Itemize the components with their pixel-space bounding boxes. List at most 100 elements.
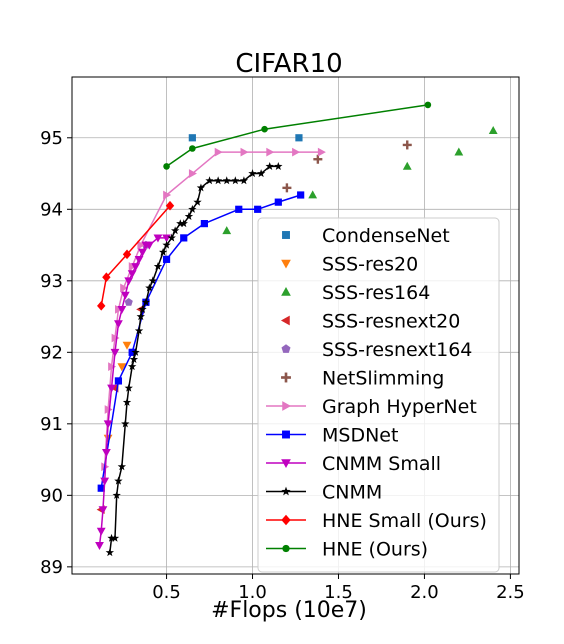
data-point <box>97 301 106 311</box>
x-tick-label: 1.0 <box>238 582 267 603</box>
data-point <box>308 190 318 199</box>
y-tick-label: 92 <box>40 342 63 363</box>
legend-marker <box>282 401 292 411</box>
data-point <box>297 191 305 199</box>
data-point <box>114 476 123 485</box>
legend-entry: CNMM <box>266 482 382 504</box>
data-point <box>144 241 154 250</box>
data-point <box>162 255 171 263</box>
data-point <box>134 326 144 335</box>
data-point <box>162 240 171 249</box>
y-tick-label: 95 <box>40 128 63 149</box>
chart-title: CIFAR10 <box>235 49 342 79</box>
data-point <box>180 234 188 242</box>
legend-entry: CondenseNet <box>282 225 450 247</box>
series-layer <box>95 101 498 557</box>
data-point <box>261 125 268 133</box>
data-point <box>100 477 110 486</box>
series-hne-small-ours <box>97 200 175 311</box>
legend-marker <box>281 286 291 296</box>
data-point <box>128 348 136 356</box>
legend-label: HNE (Ours) <box>322 539 428 561</box>
data-point <box>124 383 133 392</box>
data-point <box>165 200 175 211</box>
data-point <box>103 420 113 429</box>
data-point <box>189 145 196 152</box>
data-point <box>120 283 129 293</box>
data-point <box>240 147 249 157</box>
data-point <box>124 297 133 306</box>
legend-entry: SSS-res164 <box>281 282 430 304</box>
data-point <box>266 147 275 157</box>
data-point <box>167 233 176 242</box>
y-tick-label: 94 <box>40 199 63 220</box>
legend-entry: CNMM Small <box>266 453 441 475</box>
legend-entry: SSS-resnext20 <box>280 311 460 333</box>
data-point <box>193 197 202 206</box>
data-point <box>110 533 120 542</box>
data-point <box>205 176 214 185</box>
series-condensenet <box>188 134 303 142</box>
y-tick-label: 90 <box>40 485 63 506</box>
data-point <box>235 205 243 213</box>
legend-marker <box>281 259 291 269</box>
data-point <box>282 183 292 193</box>
data-point <box>424 101 432 109</box>
data-point <box>153 262 163 271</box>
data-point <box>295 134 303 142</box>
legend-entry: MSDNet <box>266 425 398 447</box>
series-cnmm <box>105 161 283 557</box>
legend-frame <box>257 217 500 573</box>
data-point <box>115 305 124 314</box>
data-point <box>122 341 132 350</box>
legend-label: SSS-resnext20 <box>322 311 460 333</box>
legend-marker <box>281 514 291 526</box>
data-point <box>108 362 117 372</box>
data-point <box>196 183 206 192</box>
data-point <box>117 462 127 471</box>
data-point <box>107 384 116 393</box>
legend-label: SSS-res20 <box>322 254 418 276</box>
data-point <box>213 176 223 185</box>
data-point <box>163 163 170 170</box>
data-point <box>256 169 266 178</box>
data-point <box>184 212 194 221</box>
data-point <box>117 363 127 372</box>
legend: CondenseNet SSS-res20 SSS-res164 SSS-resnex… <box>257 217 500 573</box>
data-point <box>274 161 283 170</box>
data-point <box>97 484 105 492</box>
data-point <box>131 263 141 272</box>
data-point <box>200 219 208 228</box>
data-point <box>214 147 223 157</box>
data-point <box>104 405 113 414</box>
data-point <box>313 154 323 164</box>
data-point <box>188 204 197 213</box>
data-point <box>136 312 145 321</box>
data-point <box>98 506 108 515</box>
data-point <box>101 449 111 458</box>
data-point <box>222 226 232 235</box>
data-point <box>454 147 464 156</box>
data-point <box>402 161 412 170</box>
series-cnmm-small <box>95 234 171 550</box>
legend-marker <box>281 459 291 469</box>
legend-label: SSS-resnext164 <box>322 339 472 361</box>
y-tick-label: 93 <box>40 271 63 292</box>
data-point <box>162 234 171 243</box>
data-point <box>153 234 163 243</box>
series-line <box>166 104 428 168</box>
data-point <box>107 533 116 542</box>
data-point <box>122 249 132 260</box>
data-point <box>131 347 140 356</box>
legend-marker <box>282 231 290 239</box>
data-point <box>148 276 157 285</box>
y-tick-label: 89 <box>40 557 63 578</box>
data-point <box>222 176 231 185</box>
data-point <box>163 190 172 200</box>
data-point <box>117 306 127 315</box>
data-point <box>110 348 120 357</box>
y-tick-label: 91 <box>40 414 63 435</box>
x-tick-label: 1.5 <box>324 582 353 603</box>
legend-marker <box>281 486 291 496</box>
